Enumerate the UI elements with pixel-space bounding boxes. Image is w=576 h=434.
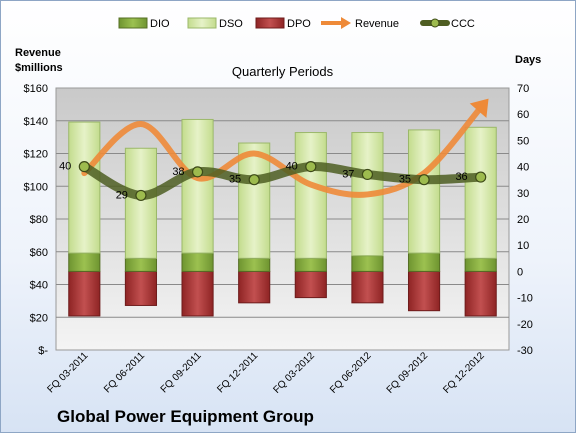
- chart-footer-title: Global Power Equipment Group: [57, 407, 314, 426]
- category-label: FQ 09-2011: [159, 350, 204, 395]
- left-tick-label: $-: [38, 345, 48, 357]
- legend-swatch-dio: [118, 17, 148, 29]
- ccc-point: [305, 161, 317, 173]
- bar-dpo: [407, 270, 441, 312]
- bar-dio: [181, 252, 214, 272]
- right-tick-label: 60: [517, 109, 529, 121]
- left-tick-label: $160: [24, 83, 48, 95]
- right-tick-label: -20: [517, 319, 533, 331]
- category-label: FQ 03-2012: [271, 350, 317, 396]
- ccc-point: [135, 189, 147, 202]
- left-tick-label: $80: [30, 214, 48, 226]
- left-tick-label: $60: [30, 247, 48, 259]
- revenue-line: [81, 104, 484, 198]
- left-axis-title-line1: Revenue: [15, 47, 61, 59]
- category-label: FQ 12-2012: [441, 350, 487, 396]
- bar-dso: [238, 142, 271, 259]
- legend-swatch-revenue-arrowhead: [341, 17, 351, 29]
- category-label: FQ 06-2011: [102, 350, 147, 395]
- left-tick-label: $120: [24, 149, 48, 161]
- bar-dpo: [294, 270, 327, 299]
- ccc-point: [475, 171, 487, 183]
- legend-label-ccc: CCC: [451, 18, 475, 30]
- ccc-data-label: 35: [229, 174, 241, 186]
- bar-dio: [68, 252, 101, 272]
- ccc-data-label: 37: [342, 168, 354, 180]
- legend-label-dso: DSO: [219, 18, 243, 30]
- ccc-data-label: 40: [286, 161, 298, 173]
- bar-dpo: [181, 270, 214, 317]
- bar-dpo: [351, 270, 384, 304]
- chart-subtitle: Quarterly Periods: [232, 64, 334, 79]
- left-tick-label: $140: [24, 116, 48, 128]
- right-tick-label: -10: [517, 293, 533, 305]
- bar-dso: [407, 129, 441, 254]
- legend-swatch-dso: [187, 17, 217, 29]
- ccc-point: [248, 174, 260, 186]
- left-tick-label: $20: [30, 312, 48, 324]
- left-axis-title-line2: $millions: [15, 62, 63, 74]
- bar-dio: [238, 257, 271, 272]
- bar-dio: [464, 257, 497, 272]
- ccc-point: [78, 161, 90, 173]
- left-tick-label: $100: [24, 181, 48, 193]
- bar-dso: [294, 132, 327, 259]
- bar-dpo: [68, 270, 101, 317]
- right-tick-label: 0: [517, 266, 523, 278]
- right-tick-label: 30: [517, 188, 529, 200]
- bar-dpo: [238, 270, 271, 304]
- ccc-data-label: 35: [399, 174, 411, 186]
- right-tick-label: -30: [517, 345, 533, 357]
- legend-swatch-dpo: [255, 17, 285, 29]
- legend-label-revenue: Revenue: [355, 18, 399, 30]
- ccc-point: [361, 168, 374, 181]
- bar-dpo: [124, 270, 158, 306]
- ccc-data-label: 40: [59, 161, 71, 173]
- bar-dso: [124, 147, 158, 259]
- legend-swatch-ccc-point: [430, 18, 440, 28]
- bar-dpo: [464, 270, 497, 317]
- bar-dio: [294, 257, 327, 272]
- right-tick-label: 70: [517, 83, 529, 95]
- right-tick-label: 40: [517, 162, 529, 174]
- legend-label-dpo: DPO: [287, 18, 311, 30]
- bar-dio: [351, 255, 384, 272]
- category-label: FQ 09-2012: [385, 350, 431, 396]
- bar-dio: [407, 252, 441, 272]
- category-label: FQ 12-2011: [215, 350, 260, 395]
- ccc-data-label: 29: [116, 189, 128, 201]
- legend-label-dio: DIO: [150, 18, 170, 30]
- ccc-point: [418, 174, 430, 186]
- right-tick-label: 50: [517, 135, 529, 147]
- bar-dso: [181, 118, 214, 254]
- right-tick-label: 20: [517, 214, 529, 226]
- bar-dio: [124, 257, 158, 272]
- bar-dso: [68, 121, 101, 254]
- ccc-point: [191, 166, 204, 178]
- ccc-data-label: 36: [455, 171, 467, 183]
- right-axis-title: Days: [515, 54, 541, 66]
- revenue-arrowhead: [469, 98, 489, 118]
- category-label: FQ 03-2011: [45, 350, 90, 395]
- right-tick-label: 10: [517, 240, 529, 252]
- category-label: FQ 06-2012: [328, 350, 374, 396]
- ccc-data-label: 38: [172, 166, 184, 178]
- bar-dso: [464, 126, 497, 259]
- left-tick-label: $40: [30, 280, 48, 292]
